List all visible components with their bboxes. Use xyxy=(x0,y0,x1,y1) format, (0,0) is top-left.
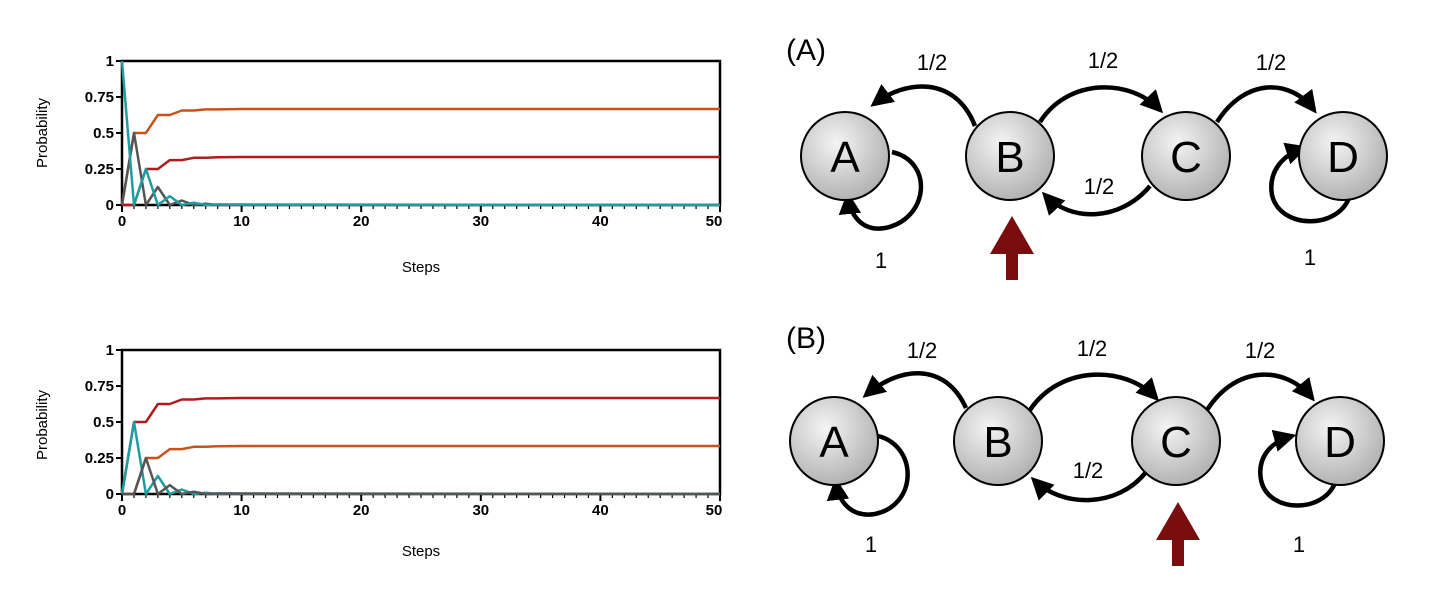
node-b xyxy=(953,396,1043,486)
node-a xyxy=(789,396,879,486)
edge-a-self-loop xyxy=(838,149,924,231)
node-label: A xyxy=(819,418,849,467)
y-axis-ticks xyxy=(116,60,122,206)
edge-label-c-to-b: 1/2 xyxy=(1084,174,1115,199)
panel-label: (B) xyxy=(786,322,826,355)
edge-label-d-self: 1 xyxy=(1304,245,1316,270)
markov-diagram-b: (B) A B C D 1/2 1/2 1/2 1/2 1 1 xyxy=(786,322,1385,566)
markov-diagram-a: (A) A B C D 1/2 1/2 1/2 1/2 1 1 xyxy=(786,34,1388,280)
edge-label-b-to-a: 1/2 xyxy=(917,50,948,75)
x-tick-label: 30 xyxy=(472,213,489,230)
node-label: A xyxy=(830,133,860,182)
x-tick-label: 20 xyxy=(353,502,370,519)
y-tick-label: 0.25 xyxy=(85,450,114,467)
panel-label: (A) xyxy=(786,34,826,67)
edge-label-b-to-c: 1/2 xyxy=(1077,336,1108,361)
plot-frame xyxy=(120,59,722,207)
edge-c-to-b xyxy=(1041,184,1152,217)
x-tick-label: 30 xyxy=(472,502,489,519)
edge-label-c-to-d: 1/2 xyxy=(1245,338,1276,363)
plot-frame xyxy=(120,348,722,496)
y-axis-title: Probability xyxy=(34,389,51,460)
probability-chart-top: 0 10 20 30 40 50 0 0.25 0.5 0.75 1 Steps… xyxy=(34,53,722,276)
series-line-2 xyxy=(120,420,721,496)
x-tick-label: 50 xyxy=(706,502,723,519)
x-tick-label: 10 xyxy=(233,213,250,230)
series-line-0 xyxy=(120,396,720,495)
y-axis-title: Probability xyxy=(34,97,51,168)
node-a xyxy=(800,111,890,201)
node-c xyxy=(1141,111,1231,201)
x-tick-label: 40 xyxy=(592,213,609,230)
series-line-3 xyxy=(122,456,721,496)
y-tick-label: 0.5 xyxy=(93,414,114,431)
start-arrow-icon xyxy=(990,216,1034,280)
x-tick-label: 40 xyxy=(592,502,609,519)
edge-label-c-to-d: 1/2 xyxy=(1256,50,1287,75)
edge-c-to-b xyxy=(1030,470,1148,503)
edge-c-to-d xyxy=(1215,85,1317,124)
edge-b-to-c xyxy=(1038,85,1164,124)
node-label: D xyxy=(1324,418,1356,467)
probability-chart-bottom: 0 10 20 30 40 50 0 0.25 0.5 0.75 1 Steps… xyxy=(34,342,722,560)
node-label: D xyxy=(1327,133,1359,182)
y-tick-label: 0.75 xyxy=(85,89,114,106)
y-axis-ticks xyxy=(116,349,122,495)
series-group xyxy=(120,60,721,207)
x-axis-title: Steps xyxy=(402,543,440,560)
series-line-1 xyxy=(122,444,720,496)
node-b xyxy=(965,111,1055,201)
edge-b-to-c xyxy=(1028,372,1160,412)
start-arrow-icon xyxy=(1156,502,1200,566)
edge-d-self-loop xyxy=(1269,142,1353,224)
series-line-0 xyxy=(120,107,720,206)
edge-d-self-loop xyxy=(1258,429,1339,508)
node-label: B xyxy=(995,133,1024,182)
y-tick-label: 0.5 xyxy=(93,125,114,142)
edge-a-self-loop xyxy=(826,433,910,517)
series-line-1 xyxy=(122,155,720,207)
y-tick-label: 0.25 xyxy=(85,161,114,178)
edge-label-b-to-a: 1/2 xyxy=(907,338,938,363)
series-line-3 xyxy=(120,60,721,207)
x-tick-label: 20 xyxy=(353,213,370,230)
y-tick-label: 1 xyxy=(106,342,114,359)
x-tick-label: 0 xyxy=(118,502,126,519)
node-c xyxy=(1131,396,1221,486)
edge-label-a-self: 1 xyxy=(875,248,887,273)
x-tick-label: 0 xyxy=(118,213,126,230)
node-label: C xyxy=(1170,133,1202,182)
node-d xyxy=(1298,111,1388,201)
edge-b-to-a xyxy=(862,371,969,409)
series-line-2 xyxy=(120,131,721,207)
node-d xyxy=(1295,396,1385,486)
x-axis-title: Steps xyxy=(402,259,440,276)
node-label: B xyxy=(983,418,1012,467)
edge-label-b-to-c: 1/2 xyxy=(1088,48,1119,73)
edge-label-d-self: 1 xyxy=(1293,532,1305,557)
edge-c-to-d xyxy=(1205,372,1315,412)
edge-label-c-to-b: 1/2 xyxy=(1073,458,1104,483)
series-group xyxy=(120,396,721,496)
edge-b-to-a xyxy=(870,84,978,127)
x-tick-label: 50 xyxy=(706,213,723,230)
y-tick-label: 0 xyxy=(106,486,114,503)
edge-label-a-self: 1 xyxy=(865,532,877,557)
y-tick-label: 0.75 xyxy=(85,378,114,395)
y-tick-label: 1 xyxy=(106,53,114,70)
y-tick-label: 0 xyxy=(106,197,114,214)
x-tick-label: 10 xyxy=(233,502,250,519)
node-label: C xyxy=(1160,418,1192,467)
